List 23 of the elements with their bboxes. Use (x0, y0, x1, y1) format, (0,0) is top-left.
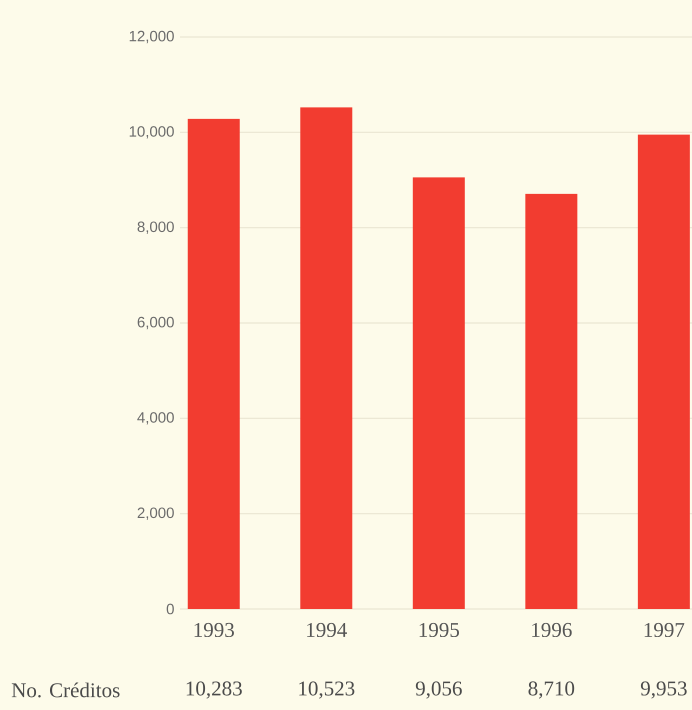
x-tick-label: 1994 (307, 622, 347, 638)
text: No. Créditos (12, 682, 120, 698)
y-tick-label: 10,000 (130, 126, 174, 139)
y-tick-label: 6,000 (138, 316, 174, 330)
y-tick-label: 4,000 (137, 412, 174, 425)
bar (412, 177, 465, 609)
x-tick-label: 1993 (194, 622, 234, 638)
x-tick-label: 1995 (420, 622, 459, 638)
y-tick-label: 8,000 (138, 221, 174, 234)
data-label: 8,710 (528, 681, 574, 699)
x-tick-label: 1996 (532, 622, 572, 638)
data-label: 9,056 (416, 681, 462, 699)
data-label: 10,523 (299, 681, 354, 699)
bar (188, 118, 240, 609)
data-label: 9,953 (640, 681, 687, 699)
bar (300, 107, 352, 609)
x-tick-label: 1997 (644, 622, 684, 638)
data-label: 10,283 (186, 681, 242, 699)
bar (525, 194, 578, 609)
bar (638, 134, 690, 609)
y-tick-label: 2,000 (138, 507, 174, 520)
y-tick-label: 0 (166, 604, 174, 614)
y-tick-label: 12,000 (130, 30, 174, 44)
